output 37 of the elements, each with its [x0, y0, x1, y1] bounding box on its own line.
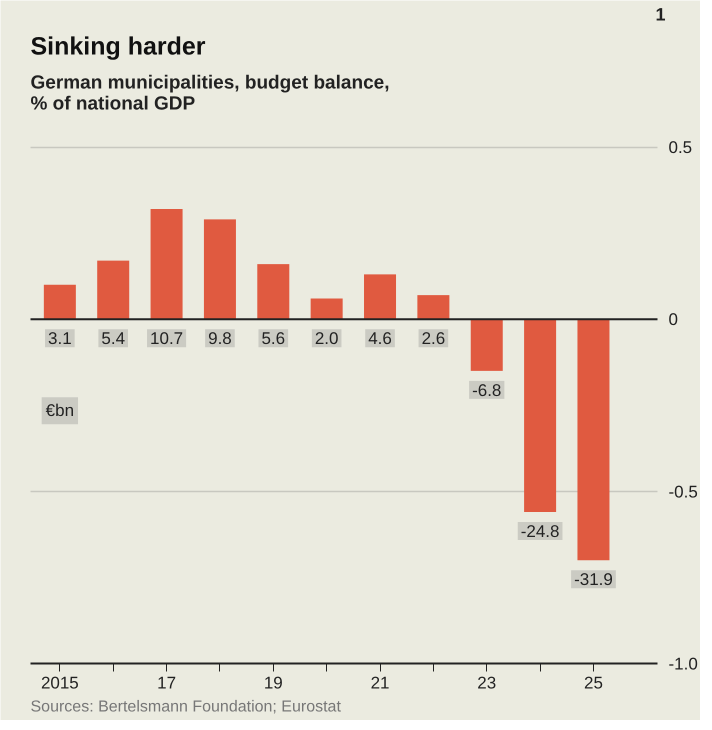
annotation: -31.9 — [574, 570, 613, 590]
annotation: -6.8 — [472, 380, 502, 400]
bar — [524, 319, 556, 512]
bar — [577, 319, 610, 560]
annotation: 9.8 — [208, 329, 232, 348]
bar — [150, 209, 183, 320]
bar — [44, 284, 76, 320]
bar — [257, 264, 290, 320]
annotation: 10.7 — [150, 329, 184, 348]
chart-title: Sinking harder — [30, 32, 206, 60]
annotation: 2.6 — [422, 329, 446, 348]
x-tick-label: 2015 — [40, 674, 79, 692]
chart-subtitle: German municipalities, budget balance, % of national GDP — [30, 72, 390, 114]
annotation: 2.0 — [314, 329, 338, 348]
annotation: 3.1 — [48, 329, 72, 348]
x-tick-label: 17 — [157, 674, 176, 692]
y-tick-label: 0.5 — [668, 138, 692, 158]
bar — [310, 298, 343, 320]
y-tick-label: -0.5 — [668, 482, 698, 502]
bar — [364, 274, 396, 320]
annotation: 5.4 — [101, 329, 126, 348]
source-note: Sources: Bertelsmann Foundation; Eurostat — [30, 698, 342, 716]
x-tick-label: 23 — [477, 674, 496, 692]
bar — [470, 319, 503, 371]
x-tick-label: 21 — [370, 674, 390, 692]
y-tick-label: -1.0 — [668, 654, 698, 674]
annotation: 5.6 — [261, 329, 286, 348]
x-tick-label: 19 — [264, 674, 283, 692]
annotation: -24.8 — [520, 522, 560, 542]
bar — [417, 295, 450, 320]
bar — [204, 219, 236, 320]
annotation: 4.6 — [368, 329, 392, 348]
y-tick-label: 0 — [668, 310, 678, 330]
bar — [97, 260, 130, 320]
text: 1 — [655, 4, 666, 24]
annotation: €bn — [46, 401, 74, 420]
x-tick-label: 25 — [584, 674, 603, 692]
